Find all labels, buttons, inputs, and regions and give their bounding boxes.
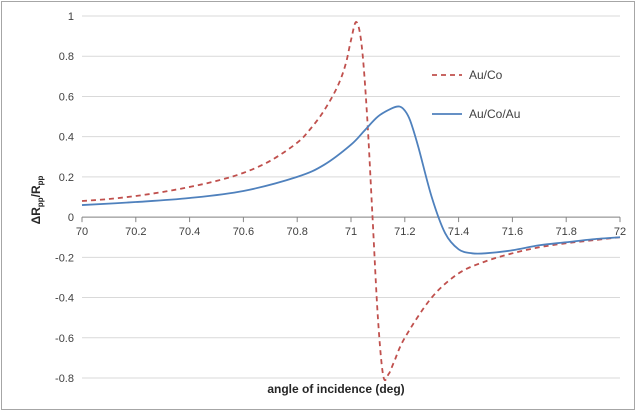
y-tick-label: 0.2 [59,172,74,184]
x-tick-label: 71.4 [448,226,469,238]
x-tick-label: 72 [614,226,626,238]
y-axis-title: ΔRpp/Rpp [29,175,45,224]
series-lines [81,21,621,381]
y-tick-label: 0 [68,212,74,224]
x-tick-labels: 70 70.2 70.4 70.6 70.8 71 71.2 71.4 71.6 71.8 72 [76,226,626,238]
legend: Au/Co Au/Co/Au [432,68,520,121]
series-line-au-co-au [81,105,621,255]
y-tick-label: -0.6 [55,333,74,345]
x-tick-label: 70.8 [286,226,307,238]
gridlines [82,15,620,379]
y-tick-label: 0.8 [59,51,74,63]
x-axis [81,216,621,223]
y-tick-label: 0.4 [59,132,74,144]
x-tick-label: 71.8 [555,226,576,238]
x-tick-label: 70.6 [233,226,254,238]
y-axis-title-slash: /R [29,185,43,197]
x-tick-label: 70 [76,226,88,238]
y-tick-label: -0.8 [55,373,74,385]
x-tick-label: 71.6 [502,226,523,238]
y-tick-label: -0.4 [55,293,74,305]
y-axis-title-sub1: pp [36,197,45,207]
legend-label-au-co-au: Au/Co/Au [469,107,520,121]
x-tick-label: 71.2 [394,226,415,238]
series-line-au-co [81,21,621,381]
y-tick-label: -0.2 [55,252,74,264]
y-axis-title-prefix: ΔR [29,207,43,225]
y-axis-title-sub2: pp [36,175,45,185]
legend-label-au-co: Au/Co [469,68,503,82]
x-tick-label: 71 [345,226,357,238]
y-tick-labels: 1 0.8 0.6 0.4 0.2 0 -0.2 -0.4 -0.6 -0.8 [55,11,74,385]
x-tick-label: 70.4 [179,226,200,238]
x-tick-label: 70.2 [125,226,146,238]
y-tick-label: 1 [68,11,74,23]
y-tick-label: 0.6 [59,91,74,103]
x-axis-title: angle of incidence (deg) [267,382,404,396]
